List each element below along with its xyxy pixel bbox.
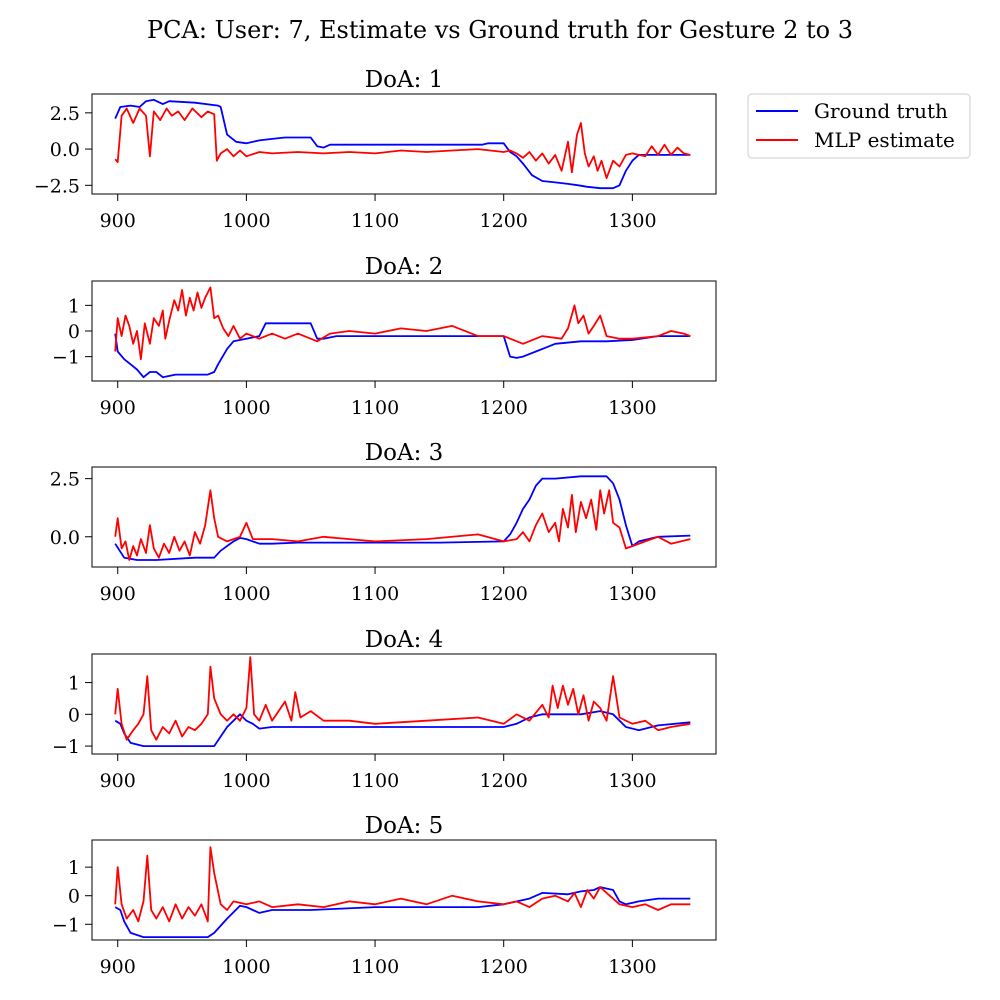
x-tick-label: 1100: [351, 956, 399, 978]
mlp-estimate-line: [114, 107, 691, 179]
legend-frame: [747, 93, 971, 159]
x-tick-label: 1000: [222, 397, 270, 419]
y-tick-label: 2.5: [50, 103, 80, 125]
x-tick-label: 1200: [480, 583, 528, 605]
y-tick-label: 0: [68, 704, 80, 726]
axes-frame: [91, 839, 717, 941]
y-tick-label: 0.0: [50, 527, 80, 549]
mlp-estimate-line: [114, 846, 691, 923]
x-tick-label: 1100: [351, 770, 399, 792]
y-tick-label: 0: [68, 886, 80, 908]
panel-title: DoA: 4: [365, 627, 444, 653]
x-tick-label: 1300: [608, 210, 656, 232]
y-tick-label: −1: [52, 914, 80, 936]
x-tick-label: 900: [100, 210, 136, 232]
x-tick-label: 1100: [351, 583, 399, 605]
x-tick-label: 1000: [222, 583, 270, 605]
panel-title: DoA: 1: [365, 67, 444, 93]
x-tick-label: 1000: [222, 770, 270, 792]
axes-frame: [91, 280, 717, 382]
panel-4: DoA: 4 900 1000 1100 1200 1300 1 0 −1: [52, 627, 717, 792]
panel-1: DoA: 1 900 1000 1100 1200 1300 2.5 0.0 −2.5: [34, 67, 717, 232]
y-tick-label: 2.5: [50, 469, 80, 491]
mlp-estimate-line: [114, 656, 691, 741]
x-tick-label: 1200: [480, 397, 528, 419]
x-tick-label: 1000: [222, 956, 270, 978]
x-tick-label: 900: [100, 956, 136, 978]
panel-title: DoA: 3: [365, 440, 444, 466]
x-tick-label: 1200: [480, 956, 528, 978]
axes-frame: [91, 653, 717, 755]
x-tick-label: 900: [100, 397, 136, 419]
x-tick-label: 1200: [480, 210, 528, 232]
mlp-estimate-line: [114, 286, 691, 361]
ground-truth-line: [114, 98, 691, 190]
x-tick-label: 1000: [222, 210, 270, 232]
ground-truth-line: [114, 886, 691, 938]
x-tick-label: 1100: [351, 210, 399, 232]
panel-title: DoA: 2: [365, 254, 444, 280]
legend: Ground truth MLP estimate: [747, 93, 971, 159]
mlp-estimate-line: [114, 489, 691, 561]
x-tick-label: 1300: [608, 583, 656, 605]
ground-truth-line: [114, 710, 691, 747]
panel-2: DoA: 2 900 1000 1100 1200 1300 1 0 −1: [52, 254, 717, 419]
panel-5: DoA: 5 900 1000 1100 1200 1300 1 0 −1: [52, 813, 717, 978]
panel-title: DoA: 5: [365, 813, 444, 839]
legend-label-ground-truth: Ground truth: [814, 99, 948, 123]
ground-truth-line: [114, 475, 691, 561]
x-tick-label: 1100: [351, 397, 399, 419]
axes-frame: [91, 466, 717, 568]
x-tick-label: 900: [100, 770, 136, 792]
legend-label-mlp-estimate: MLP estimate: [814, 128, 955, 152]
panel-3: DoA: 3 900 1000 1100 1200 1300 2.5 0.0: [50, 440, 717, 605]
x-tick-label: 1200: [480, 770, 528, 792]
ground-truth-line: [114, 322, 691, 379]
x-tick-label: 1300: [608, 397, 656, 419]
y-tick-label: −2.5: [34, 175, 80, 197]
x-tick-label: 1300: [608, 770, 656, 792]
axes-frame: [91, 93, 717, 195]
x-tick-label: 1300: [608, 956, 656, 978]
x-tick-label: 900: [100, 583, 136, 605]
y-tick-label: 0: [68, 321, 80, 343]
y-tick-label: 0.0: [50, 139, 80, 161]
y-tick-label: 1: [68, 673, 80, 695]
figure-suptitle: PCA: User: 7, Estimate vs Ground truth f…: [147, 16, 853, 44]
y-tick-label: −1: [52, 347, 80, 369]
y-tick-label: −1: [52, 736, 80, 758]
y-tick-label: 1: [68, 857, 80, 879]
y-tick-label: 1: [68, 295, 80, 317]
